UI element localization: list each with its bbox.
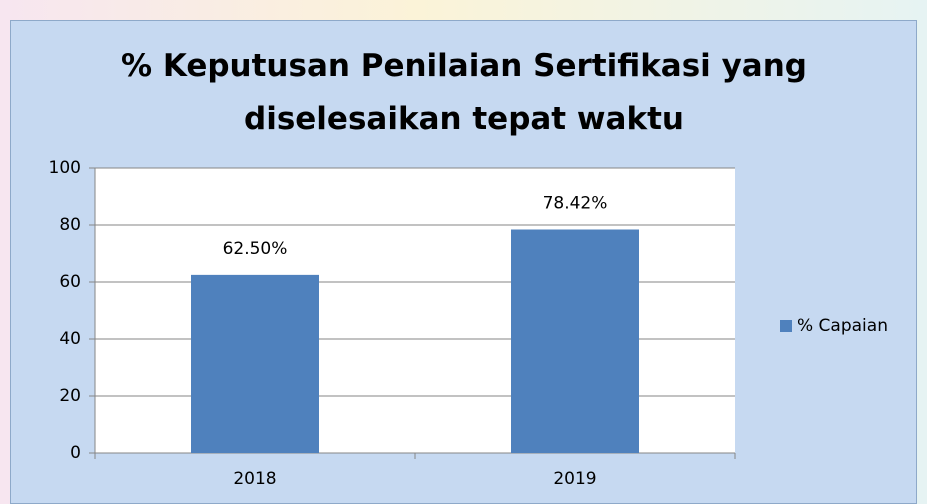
legend-label: % Capaian xyxy=(797,316,888,336)
bar xyxy=(191,274,319,453)
data-label: 78.42% xyxy=(543,194,608,214)
bar xyxy=(511,229,639,453)
y-tick-label: 40 xyxy=(59,329,81,349)
y-tick-label: 20 xyxy=(59,386,81,406)
y-tick-label: 0 xyxy=(70,443,81,463)
data-label: 62.50% xyxy=(223,239,288,259)
legend-swatch xyxy=(780,320,792,332)
x-tick-label: 2018 xyxy=(233,469,276,489)
chart-title: % Keputusan Penilaian Sertifikasi yang d… xyxy=(121,48,807,137)
x-tick-label: 2019 xyxy=(553,469,596,489)
y-tick-label: 80 xyxy=(59,215,81,235)
y-tick-label: 60 xyxy=(59,272,81,292)
y-tick-label: 100 xyxy=(49,158,81,178)
